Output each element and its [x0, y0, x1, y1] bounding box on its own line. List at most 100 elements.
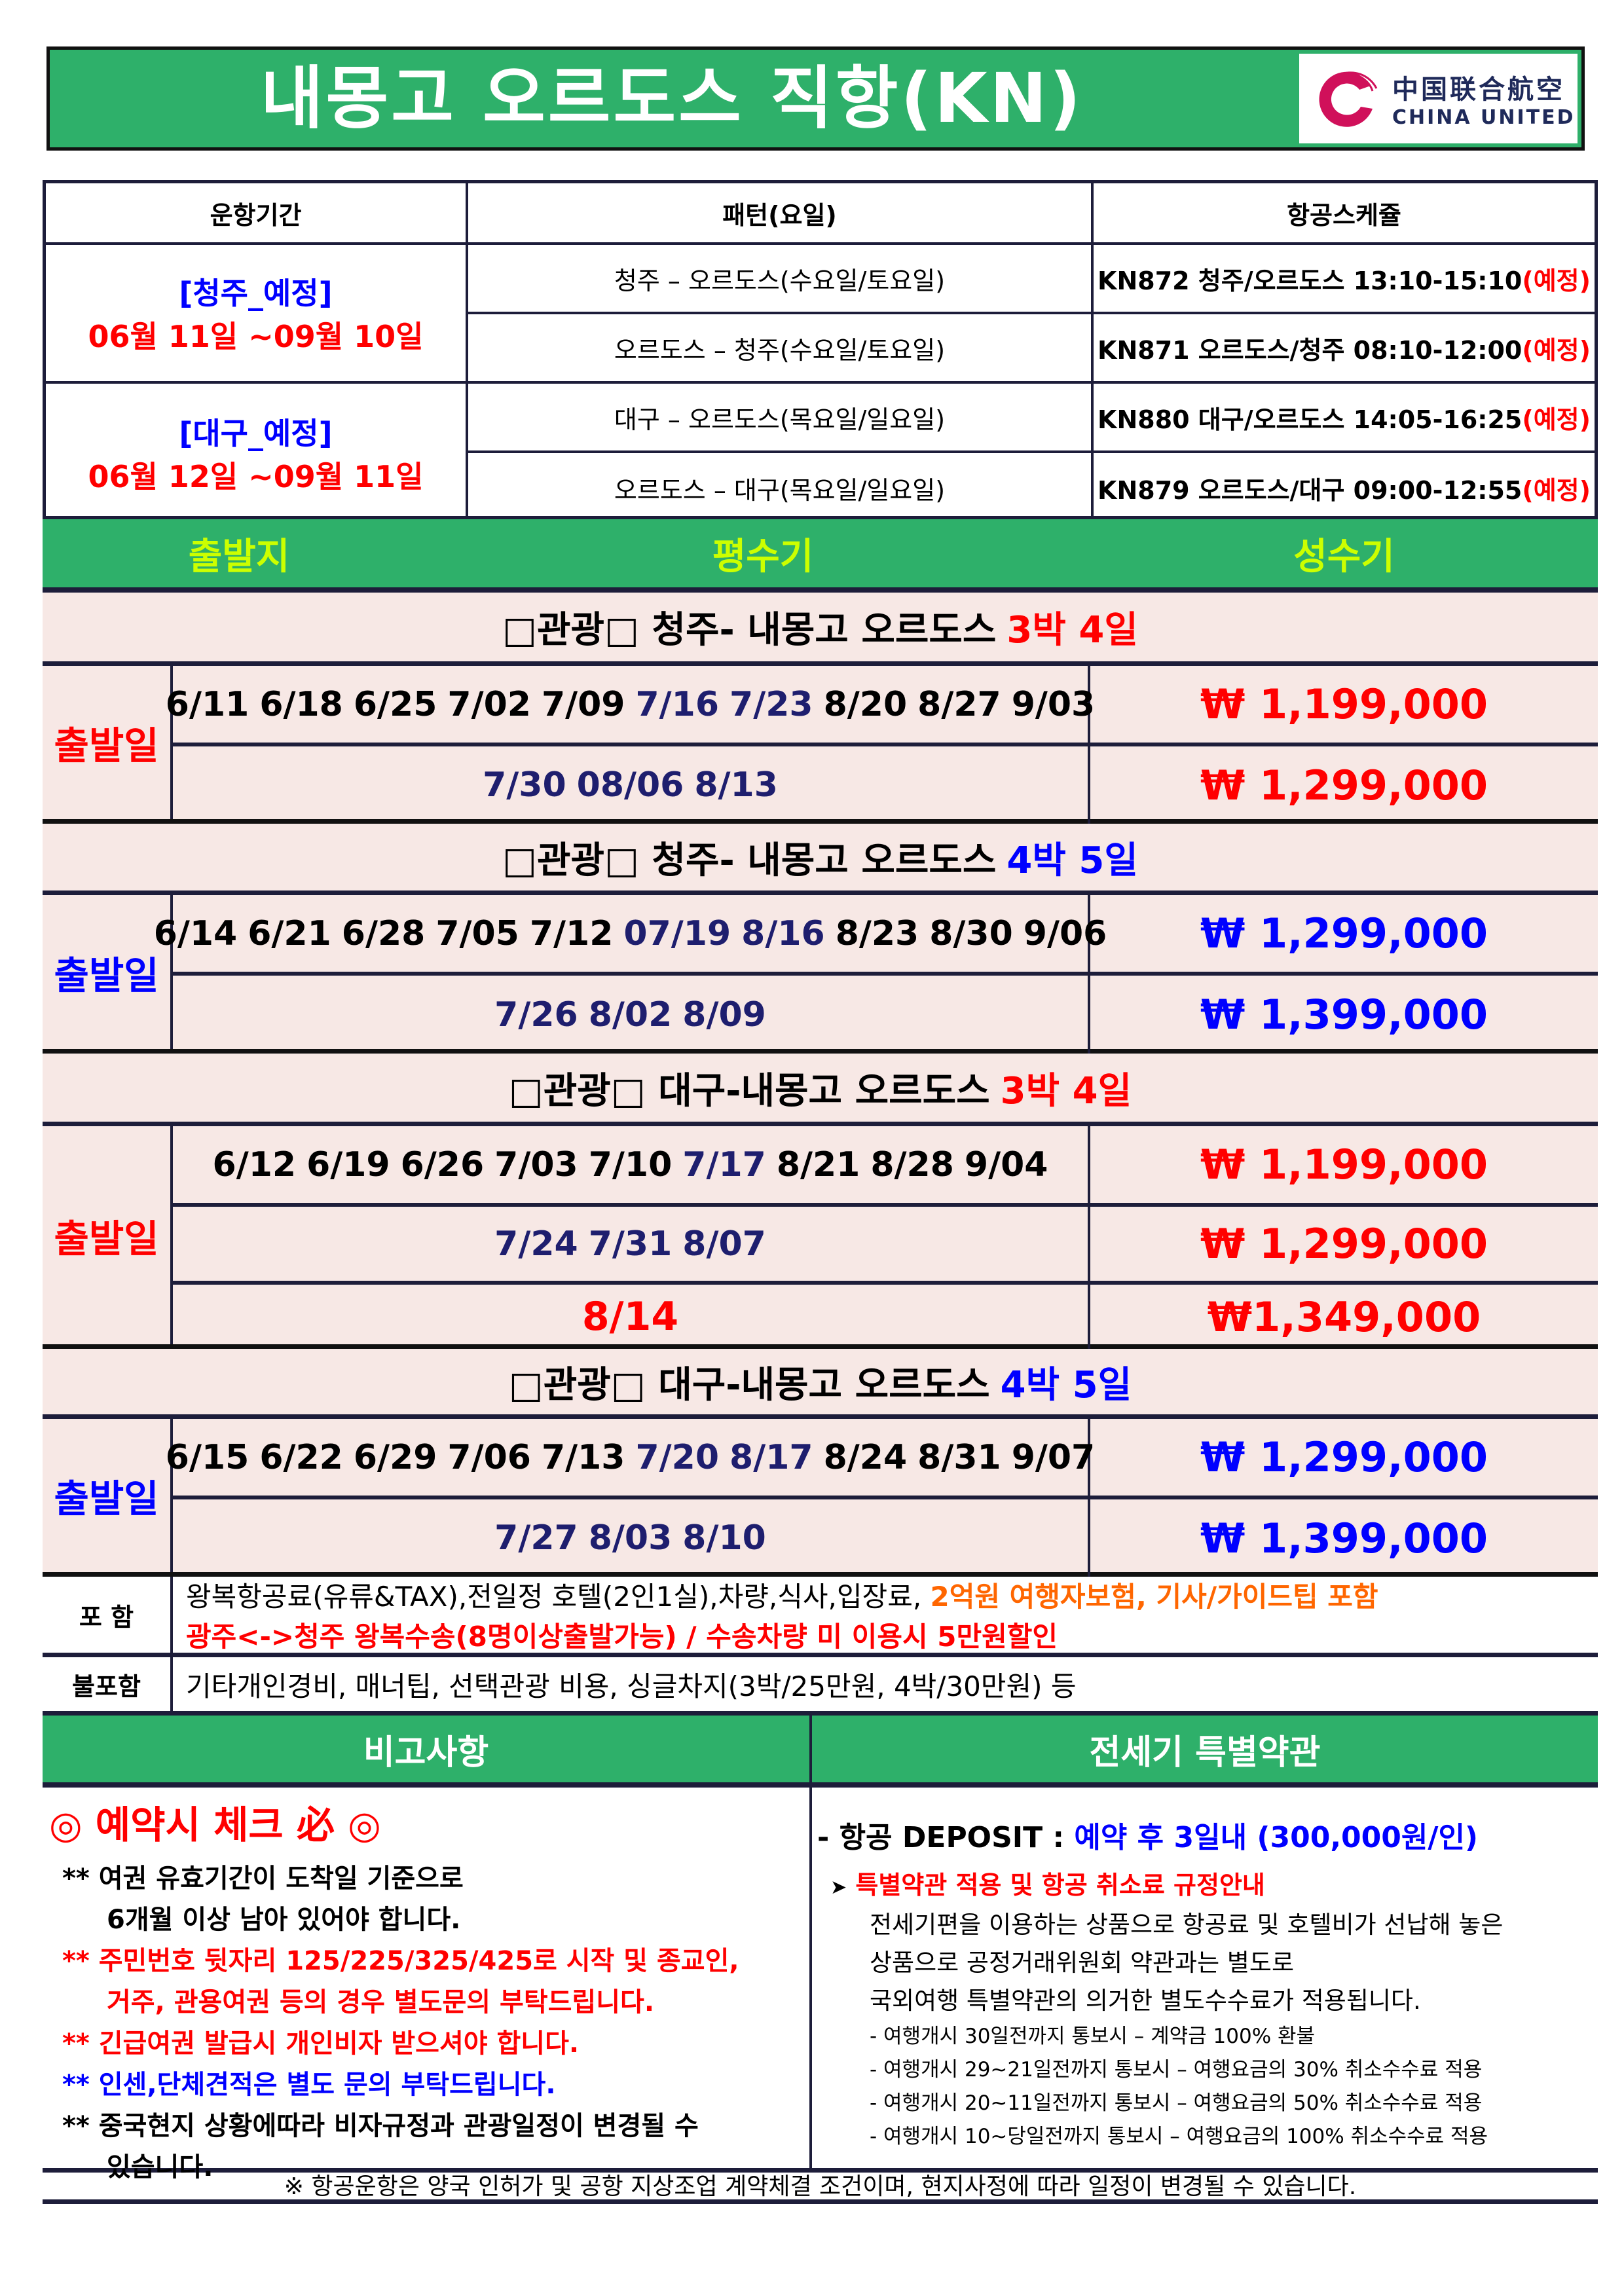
- departure-date: 8/07: [682, 1224, 766, 1264]
- departure-date: 7/24: [494, 1224, 578, 1264]
- departure-date: 7/31: [588, 1224, 673, 1264]
- departure-date: 8/16: [741, 913, 825, 953]
- header-regular-season: 평수기: [712, 535, 814, 578]
- tour-title: □관광□ 청주- 내몽고 오르도스: [502, 839, 997, 882]
- departure-date: 6/11: [165, 684, 249, 724]
- departure-date: 7/16: [635, 684, 720, 724]
- departure-date: 6/14: [153, 913, 238, 953]
- deposit-value: 예약 후 3일내 (300,000원/인): [1074, 1821, 1479, 1854]
- price-row: 6/12 6/19 6/26 7/03 7/10 7/17 8/21 8/28 9/04 ₩ 1,…: [173, 1126, 1598, 1207]
- charter-terms-heading: 전세기 특별약관: [1089, 1733, 1321, 1772]
- cancellation-rule: - 여행개시 29~21일전까지 통보시 – 여행요금의 30% 취소수수료 적…: [870, 2058, 1483, 2082]
- departure-date: 8/10: [682, 1518, 766, 1558]
- departure-label: 출발일: [43, 1419, 173, 1572]
- reservation-check-title: ◎ 예약시 체크 必 ◎: [49, 1803, 381, 1847]
- departure-date: 7/02: [447, 684, 531, 724]
- flight-info: KN879 오르도스/대구 09:00-12:55: [1098, 475, 1522, 505]
- departure-date: 8/13: [694, 765, 778, 805]
- section-title: □관광□ 대구-내몽고 오르도스 3박 4일: [43, 1054, 1598, 1126]
- period-route-label: [대구_예정]: [179, 416, 333, 451]
- logo-chinese-text: 中国联合航空: [1392, 75, 1565, 105]
- departure-dates: 7/26 8/02 8/09: [173, 976, 1090, 1054]
- tour-price: ₩ 1,199,000: [1200, 680, 1488, 728]
- cancellation-rule: - 여행개시 10~당일전까지 통보시 – 여행요금의 100% 취소수수료 적…: [870, 2125, 1488, 2148]
- remark-line: 거주, 관용여권 등의 경우 별도문의 부탁드립니다.: [107, 1987, 655, 2017]
- title-banner: 내몽고 오르도스 직항(KN) 中国联合航空 CHINA UNITED: [46, 46, 1585, 151]
- departure-date: 6/26: [400, 1145, 485, 1184]
- tour-price: ₩ 1,299,000: [1200, 1433, 1488, 1481]
- price-row: 7/24 7/31 8/07 ₩ 1,299,000: [173, 1207, 1598, 1285]
- flight-info: KN872 청주/오르도스 13:10-15:10: [1098, 266, 1522, 295]
- pattern-cell: 오르도스 – 대구(목요일/일요일): [468, 453, 1094, 523]
- price-row: 6/14 6/21 6/28 7/05 7/12 07/19 8/16 8/23 8/30 9/0…: [154, 895, 1598, 976]
- footer-disclaimer: ※ 항공운항은 양국 인허가 및 공항 지상조업 계약체결 조건이며, 현지사정…: [43, 2173, 1598, 2204]
- departure-date: 7/17: [682, 1145, 766, 1184]
- included-transfer-note: 광주<->청주 왕복수송(8명이상출발가능) / 수송차량 미 이용시 5만원할…: [186, 1621, 1058, 1653]
- tour-price: ₩1,349,000: [1207, 1293, 1481, 1341]
- tour-price: ₩ 1,299,000: [1200, 909, 1488, 957]
- departure-date: 9/06: [1023, 913, 1107, 953]
- departure-dates: 8/14: [173, 1285, 1090, 1349]
- season-header: 출발지 평수기 성수기: [43, 519, 1598, 593]
- departure-date: 8/23: [835, 913, 919, 953]
- pattern-cell: 청주 – 오르도스(수요일/토요일): [468, 245, 1094, 314]
- departure-dates: 7/27 8/03 8/10: [173, 1499, 1090, 1577]
- price-row: 6/11 6/18 6/25 7/02 7/09 7/16 7/23 8/20 8/27 9/03…: [166, 666, 1598, 746]
- price-row: 7/26 8/02 8/09 ₩ 1,399,000: [173, 976, 1598, 1054]
- departure-date: 8/30: [929, 913, 1013, 953]
- tour-price: ₩ 1,399,000: [1200, 991, 1488, 1038]
- departure-date: 8/20: [823, 684, 908, 724]
- departure-date: 7/09: [541, 684, 625, 724]
- schedule-header: 항공스케쥴: [1094, 183, 1595, 245]
- terms-paragraph-line: 전세기편을 이용하는 상품으로 항공료 및 호텔비가 선납해 놓은: [870, 1911, 1504, 1939]
- departure-date: 9/03: [1011, 684, 1096, 724]
- departure-date: 7/30: [483, 765, 566, 805]
- schedule-header: 운항기간: [46, 183, 468, 245]
- header-peak-season: 성수기: [1293, 535, 1395, 578]
- departure-date: 08/06: [576, 765, 684, 805]
- schedule-header: 패턴(요일): [468, 183, 1094, 245]
- logo-english-text: CHINA UNITED: [1392, 106, 1576, 129]
- china-united-logo-icon: [1319, 71, 1378, 127]
- tentative-note: (예정): [1522, 335, 1591, 365]
- remark-line: 있습니다.: [107, 2152, 213, 2182]
- departure-date: 8/27: [917, 684, 1001, 724]
- departure-dates: 6/11 6/18 6/25 7/02 7/09 7/16 7/23 8/20 8/27 9/03: [166, 666, 1095, 743]
- departure-dates: 6/12 6/19 6/26 7/03 7/10 7/17 8/21 8/28 9/04: [173, 1126, 1090, 1203]
- remark-line: ** 주민번호 뒷자리 125/225/325/425로 시작 및 종교인,: [62, 1946, 739, 1976]
- period-route-label: [청주_예정]: [179, 276, 333, 311]
- flight-info: KN880 대구/오르도스 14:05-16:25: [1098, 405, 1522, 434]
- pattern-cell: 오르도스 – 청주(수요일/토요일): [468, 314, 1094, 384]
- flight-cell: KN879 오르도스/대구 09:00-12:55 (예정): [1094, 453, 1595, 523]
- tour-title: □관광□ 청주- 내몽고 오르도스: [502, 609, 997, 652]
- departure-date: 8/02: [588, 995, 673, 1035]
- operation-period: [대구_예정] 06월 12일 ~09월 11일: [46, 384, 468, 523]
- remark-line: ** 인센,단체견적은 별도 문의 부탁드립니다.: [62, 2070, 556, 2100]
- departure-dates: 7/24 7/31 8/07: [173, 1207, 1090, 1281]
- departure-date: 7/12: [529, 913, 614, 953]
- departure-date: 7/27: [494, 1518, 578, 1558]
- departure-date: 7/23: [729, 684, 813, 724]
- flight-info: KN871 오르도스/청주 08:10-12:00: [1098, 335, 1522, 365]
- charter-terms-column: - 항공 DEPOSIT : 예약 후 3일내 (300,000원/인) ➤ 특…: [812, 1788, 1598, 2168]
- departure-date: 8/24: [823, 1437, 908, 1477]
- deposit-label: - 항공 DEPOSIT :: [817, 1821, 1075, 1854]
- excluded-row: 불포함 기타개인경비, 매너팁, 선택관광 비용, 싱글차지(3박/25만원, …: [43, 1657, 1598, 1716]
- departure-date: 6/18: [259, 684, 343, 724]
- tour-duration: 4박 5일: [1000, 1363, 1132, 1406]
- departure-date: 7/03: [494, 1145, 578, 1184]
- departure-label: 출발일: [43, 895, 173, 1049]
- notes-header: 비고사항 전세기 특별약관: [43, 1716, 1598, 1788]
- included-row: 포 함 왕복항공료(유류&TAX),전일정 호텔(2인1실),차량,식사,입장료…: [43, 1577, 1598, 1657]
- departure-date: 6/21: [248, 913, 331, 953]
- departure-label: 출발일: [43, 666, 173, 819]
- tour-duration: 3박 4일: [1000, 1069, 1132, 1112]
- departure-date: 8/09: [682, 995, 766, 1035]
- included-highlight: 2억원 여행자보험, 기사/가이드팁 포함: [930, 1581, 1378, 1613]
- departure-date: 7/13: [541, 1437, 625, 1477]
- remarks-heading: 비고사항: [43, 1716, 812, 1782]
- flight-cell: KN871 오르도스/청주 08:10-12:00 (예정): [1094, 314, 1595, 384]
- remark-line: 6개월 이상 남아 있어야 합니다.: [107, 1905, 461, 1935]
- departure-date: 7/05: [435, 913, 519, 953]
- tour-duration: 3박 4일: [1006, 609, 1138, 652]
